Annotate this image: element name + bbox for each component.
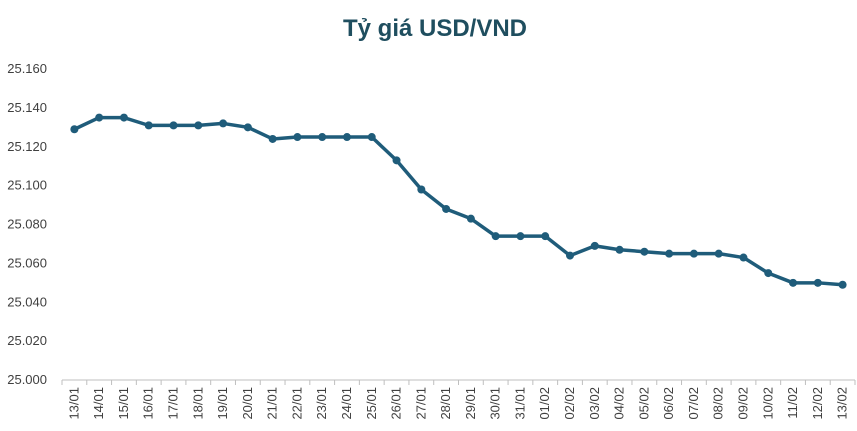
x-tick-label: 29/01 — [463, 387, 478, 420]
data-point — [665, 249, 674, 258]
data-point — [590, 241, 599, 250]
data-point — [318, 133, 327, 142]
data-point — [70, 125, 79, 134]
data-point — [243, 123, 252, 132]
x-tick-label: 12/02 — [810, 387, 825, 420]
y-tick-label: 25.140 — [7, 100, 47, 115]
data-point — [442, 204, 451, 213]
x-tick-label: 02/02 — [562, 387, 577, 420]
x-tick-label: 28/01 — [438, 387, 453, 420]
series-line — [72, 115, 845, 287]
data-point — [417, 185, 426, 194]
x-tick-label: 26/01 — [389, 387, 404, 420]
x-tick-label: 13/01 — [66, 387, 81, 420]
data-point — [144, 121, 153, 130]
data-point — [293, 133, 302, 142]
x-tick-label: 19/01 — [215, 387, 230, 420]
x-tick-label: 07/02 — [686, 387, 701, 420]
x-tick-label: 23/01 — [314, 387, 329, 420]
y-tick-label: 25.120 — [7, 139, 47, 154]
series-layer — [70, 113, 847, 289]
data-point — [838, 280, 847, 289]
x-tick-label: 17/01 — [166, 387, 181, 420]
data-point — [640, 247, 649, 256]
data-point — [342, 133, 351, 142]
y-tick-label: 25.080 — [7, 217, 47, 232]
y-axis-ticks: 25.000 25.020 25.040 25.060 25.080 25.100 25.1… — [7, 61, 47, 387]
y-tick-label: 25.020 — [7, 333, 47, 348]
x-axis-ticks: 13/01 14/01 15/01 16/01 17/01 18/01 19/01 20/01… — [61, 380, 856, 420]
data-point — [466, 214, 475, 223]
x-tick-label: 05/02 — [636, 387, 651, 420]
data-point — [268, 134, 277, 143]
x-tick-label: 08/02 — [711, 387, 726, 420]
x-tick-label: 21/01 — [265, 387, 280, 420]
data-point — [95, 113, 104, 122]
data-point — [516, 232, 525, 241]
x-tick-label: 24/01 — [339, 387, 354, 420]
x-tick-label: 30/01 — [488, 387, 503, 420]
data-point — [566, 251, 575, 260]
data-point — [789, 278, 798, 287]
x-tick-label: 03/02 — [587, 387, 602, 420]
y-tick-label: 25.060 — [7, 255, 47, 270]
x-tick-label: 15/01 — [116, 387, 131, 420]
x-tick-label: 01/02 — [537, 387, 552, 420]
data-point — [714, 249, 723, 258]
x-tick-label: 14/01 — [91, 387, 106, 420]
data-point — [689, 249, 698, 258]
data-point — [367, 133, 376, 142]
data-point — [119, 113, 128, 122]
y-tick-label: 25.040 — [7, 294, 47, 309]
x-tick-label: 31/01 — [512, 387, 527, 420]
data-point — [813, 278, 822, 287]
data-point — [491, 232, 500, 241]
x-tick-label: 04/02 — [612, 387, 627, 420]
chart-title: Tỷ giá USD/VND — [343, 15, 527, 42]
x-tick-label: 27/01 — [413, 387, 428, 420]
x-tick-label: 25/01 — [364, 387, 379, 420]
x-tick-label: 20/01 — [240, 387, 255, 420]
x-tick-label: 18/01 — [190, 387, 205, 420]
data-point — [615, 245, 624, 254]
x-tick-label: 11/02 — [785, 387, 800, 419]
data-point — [541, 232, 550, 241]
y-tick-label: 25.100 — [7, 178, 47, 193]
y-tick-label: 25.160 — [7, 61, 47, 76]
data-point — [169, 121, 178, 130]
data-point — [764, 269, 773, 278]
x-tick-label: 13/02 — [835, 387, 850, 420]
data-point — [739, 253, 748, 262]
data-point — [219, 119, 228, 128]
data-point — [194, 121, 203, 130]
x-tick-label: 10/02 — [760, 387, 775, 420]
y-tick-label: 25.000 — [7, 372, 47, 387]
x-tick-label: 09/02 — [735, 387, 750, 420]
x-tick-label: 16/01 — [141, 387, 156, 420]
data-point — [392, 156, 401, 165]
x-tick-label: 06/02 — [661, 387, 676, 420]
x-tick-label: 22/01 — [289, 387, 304, 420]
